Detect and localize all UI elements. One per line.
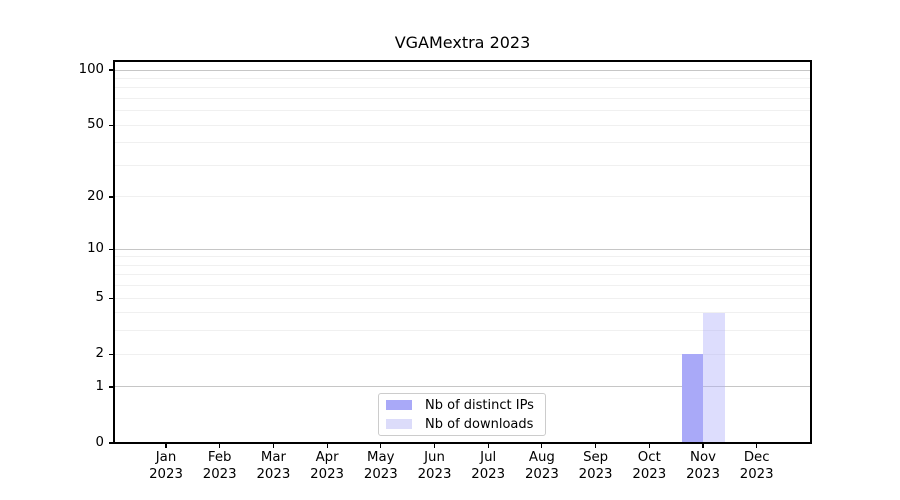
x-tick-mark — [326, 443, 328, 448]
legend-item-distinct-ips: Nb of distinct IPs — [386, 398, 545, 413]
x-tick-label: Aug 2023 — [509, 449, 575, 483]
y-tick-label: 10 — [87, 241, 104, 257]
legend-swatch-downloads — [386, 419, 412, 429]
minor-gridline — [114, 87, 811, 89]
x-tick-mark — [702, 443, 704, 448]
minor-gridline — [114, 285, 811, 287]
x-tick-label: Nov 2023 — [670, 449, 736, 483]
x-tick-label: May 2023 — [348, 449, 414, 483]
y-tick-label: 20 — [87, 188, 104, 204]
x-tick-month: Mar — [260, 450, 286, 465]
minor-gridline — [114, 297, 811, 299]
x-tick-year: 2023 — [417, 467, 452, 482]
top-spine — [113, 60, 812, 62]
x-tick-month: Nov — [690, 450, 716, 465]
x-tick-month: Jun — [424, 450, 445, 465]
minor-gridline — [114, 142, 811, 144]
x-tick-year: 2023 — [686, 467, 720, 482]
y-tick-label: 5 — [95, 290, 104, 306]
major-gridline — [114, 386, 811, 388]
x-tick-month: Jan — [155, 450, 177, 465]
x-tick-month: Aug — [528, 450, 555, 465]
minor-gridline — [114, 256, 811, 258]
x-tick-label: Sep 2023 — [563, 449, 629, 483]
bottom-spine — [113, 442, 812, 444]
minor-gridline — [114, 77, 811, 79]
x-tick-mark — [648, 443, 650, 448]
x-tick-year: 2023 — [256, 467, 291, 482]
x-tick-month: May — [367, 450, 395, 465]
minor-gridline — [114, 353, 811, 355]
x-tick-label: Feb 2023 — [187, 449, 253, 483]
y-tick-mark — [108, 353, 114, 355]
y-tick-mark — [108, 442, 114, 444]
minor-gridline — [114, 330, 811, 332]
x-tick-mark — [595, 443, 597, 448]
major-gridline — [114, 248, 811, 250]
x-tick-mark — [433, 443, 436, 448]
legend: Nb of distinct IPs Nb of downloads — [378, 393, 546, 436]
x-tick-mark — [219, 443, 221, 448]
minor-gridline — [114, 98, 811, 100]
x-tick-label: Jan 2023 — [133, 449, 199, 483]
x-tick-year: 2023 — [149, 467, 183, 482]
x-tick-month: Jul — [480, 450, 497, 465]
minor-gridline — [114, 124, 811, 126]
x-tick-year: 2023 — [632, 467, 667, 482]
x-tick-mark — [756, 443, 758, 448]
x-tick-year: 2023 — [524, 467, 559, 482]
legend-item-downloads: Nb of downloads — [386, 417, 545, 432]
minor-gridline — [114, 110, 811, 112]
x-tick-label: Jul 2023 — [455, 449, 521, 483]
x-tick-year: 2023 — [310, 467, 345, 482]
legend-swatch-distinct-ips — [386, 400, 412, 410]
bar-distinct-ips — [681, 354, 703, 443]
x-tick-mark — [487, 443, 489, 448]
x-tick-mark — [165, 443, 167, 448]
y-tick-mark — [108, 69, 114, 71]
y-tick-mark — [108, 248, 114, 250]
minor-gridline — [114, 312, 811, 314]
x-tick-month: Oct — [637, 450, 661, 465]
y-tick-label: 50 — [87, 117, 104, 133]
major-gridline — [114, 69, 811, 71]
x-tick-year: 2023 — [578, 467, 613, 482]
legend-label-downloads: Nb of downloads — [425, 416, 534, 432]
x-tick-month: Feb — [207, 450, 232, 465]
minor-gridline — [114, 274, 811, 276]
y-tick-mark — [108, 196, 114, 198]
x-tick-label: Jun 2023 — [402, 449, 468, 483]
x-tick-month: Apr — [315, 450, 339, 465]
x-tick-year: 2023 — [739, 467, 774, 482]
minor-gridline — [114, 165, 811, 166]
x-tick-month: Dec — [743, 450, 770, 465]
y-tick-label: 0 — [95, 435, 104, 450]
x-tick-year: 2023 — [363, 467, 398, 482]
x-tick-year: 2023 — [471, 467, 506, 482]
x-tick-year: 2023 — [202, 467, 237, 482]
x-tick-month: Sep — [583, 450, 609, 465]
y-tick-label: 1 — [95, 378, 104, 394]
y-tick-label: 2 — [95, 346, 104, 362]
x-tick-label: Oct 2023 — [616, 449, 682, 483]
chart-title: VGAMextra 2023 — [394, 33, 531, 52]
x-tick-label: Dec 2023 — [724, 449, 790, 483]
y-tick-mark — [108, 386, 114, 388]
minor-gridline — [114, 196, 811, 198]
x-tick-mark — [380, 443, 382, 448]
y-tick-mark — [108, 124, 114, 126]
x-tick-label: Apr 2023 — [294, 449, 360, 483]
x-tick-mark — [272, 443, 274, 448]
right-spine — [810, 61, 812, 443]
bar-downloads — [703, 312, 725, 443]
y-tick-label: 100 — [78, 62, 104, 78]
y-tick-mark — [108, 297, 114, 299]
x-tick-mark — [541, 443, 543, 448]
minor-gridline — [114, 264, 811, 266]
left-spine — [113, 61, 115, 443]
legend-label-distinct-ips: Nb of distinct IPs — [425, 397, 534, 413]
x-tick-label: Mar 2023 — [240, 449, 306, 483]
